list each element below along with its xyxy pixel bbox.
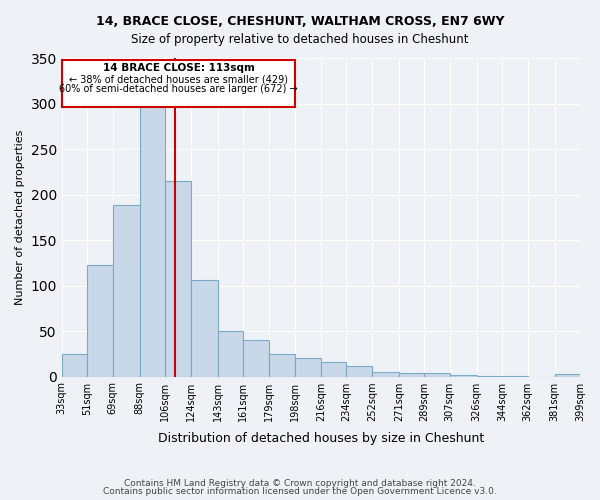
X-axis label: Distribution of detached houses by size in Cheshunt: Distribution of detached houses by size … xyxy=(158,432,484,445)
Bar xyxy=(424,373,450,376)
Bar xyxy=(218,331,243,376)
Bar xyxy=(87,266,113,376)
Text: Contains public sector information licensed under the Open Government Licence v3: Contains public sector information licen… xyxy=(103,487,497,496)
Bar xyxy=(295,358,321,376)
Text: 14, BRACE CLOSE, CHESHUNT, WALTHAM CROSS, EN7 6WY: 14, BRACE CLOSE, CHESHUNT, WALTHAM CROSS… xyxy=(96,15,504,28)
Text: Size of property relative to detached houses in Cheshunt: Size of property relative to detached ho… xyxy=(131,32,469,46)
Bar xyxy=(346,366,372,376)
Bar xyxy=(191,280,218,376)
FancyBboxPatch shape xyxy=(62,60,295,107)
Text: 14 BRACE CLOSE: 113sqm: 14 BRACE CLOSE: 113sqm xyxy=(103,64,254,74)
Y-axis label: Number of detached properties: Number of detached properties xyxy=(15,130,25,305)
Text: ← 38% of detached houses are smaller (429): ← 38% of detached houses are smaller (42… xyxy=(69,74,288,85)
Bar xyxy=(62,354,87,376)
Bar xyxy=(269,354,295,376)
Bar xyxy=(450,374,476,376)
Bar xyxy=(372,372,399,376)
Bar xyxy=(321,362,346,376)
Bar xyxy=(554,374,580,376)
Bar xyxy=(243,340,269,376)
Bar xyxy=(399,373,424,376)
Bar xyxy=(165,181,191,376)
Bar xyxy=(113,206,140,376)
Bar xyxy=(140,76,165,376)
Text: 60% of semi-detached houses are larger (672) →: 60% of semi-detached houses are larger (… xyxy=(59,84,298,94)
Text: Contains HM Land Registry data © Crown copyright and database right 2024.: Contains HM Land Registry data © Crown c… xyxy=(124,478,476,488)
